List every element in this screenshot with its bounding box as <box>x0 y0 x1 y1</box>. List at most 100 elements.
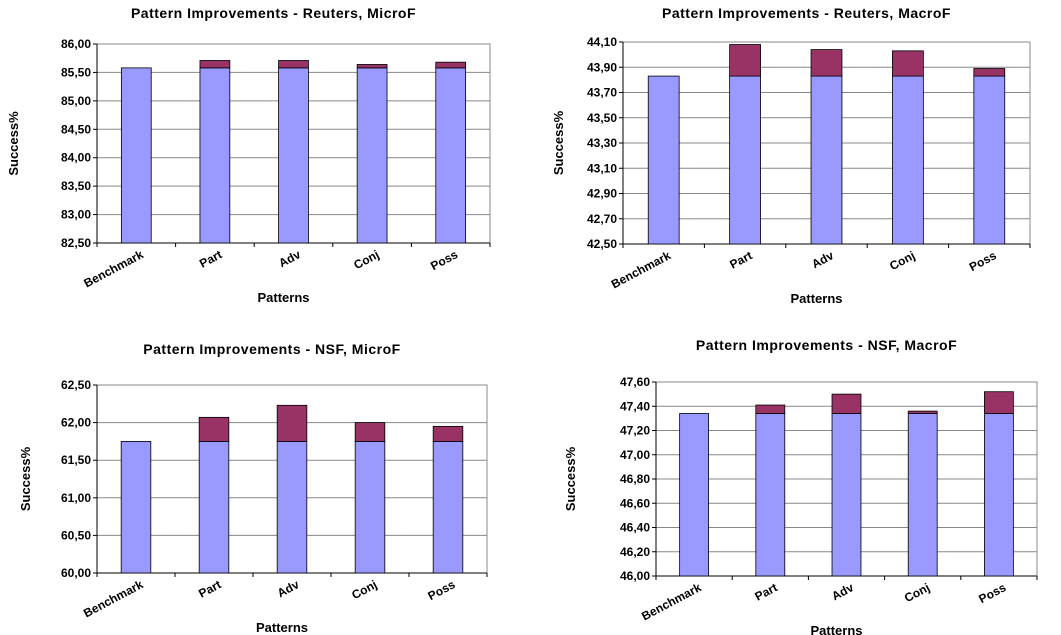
y-axis-title: Success% <box>6 111 21 176</box>
y-tick-label: 43,70 <box>587 86 617 100</box>
x-tick-label: Conj <box>349 577 379 602</box>
y-tick-label: 62,00 <box>61 416 91 430</box>
y-tick-label: 60,00 <box>61 566 91 580</box>
bar-segment <box>729 75 761 245</box>
x-tick-label: Part <box>197 247 224 270</box>
bar-segment <box>276 404 308 442</box>
y-tick-label: 62,50 <box>61 378 91 392</box>
x-tick-label: Poss <box>428 247 460 273</box>
x-tick-label: Adv <box>276 247 303 270</box>
x-tick-label: Conj <box>351 247 381 272</box>
y-tick-label: 46,00 <box>620 569 650 583</box>
x-tick-label: Part <box>753 580 780 603</box>
bar-segment <box>432 425 464 442</box>
y-axis-title: Success% <box>563 446 578 511</box>
x-tick-label: Part <box>196 577 223 600</box>
y-tick-label: 44,10 <box>587 35 617 49</box>
bar-segment <box>356 64 388 69</box>
y-tick-label: 84,50 <box>61 122 91 136</box>
y-tick-label: 82,50 <box>61 236 91 250</box>
y-tick-label: 61,00 <box>61 491 91 505</box>
x-axis-title: Patterns <box>810 623 862 635</box>
bar-segment <box>755 404 786 414</box>
y-tick-label: 46,60 <box>620 496 650 510</box>
bar-segment <box>973 68 1006 77</box>
bar-segment <box>831 393 862 414</box>
y-tick-label: 42,90 <box>587 187 617 201</box>
chart-title: Pattern Improvements - Reuters, MacroF <box>662 5 951 21</box>
bar-segment <box>432 440 464 574</box>
y-tick-label: 43,10 <box>587 161 617 175</box>
bar-segment <box>907 410 938 414</box>
bar-segment <box>907 413 938 577</box>
y-axis-title: Success% <box>551 110 566 175</box>
bar-segment <box>435 67 467 244</box>
y-tick-label: 46,20 <box>620 545 650 559</box>
x-tick-label: Poss <box>426 577 458 603</box>
x-axis-title: Patterns <box>790 291 842 306</box>
y-tick-label: 85,00 <box>61 94 91 108</box>
bar-segment <box>810 75 843 245</box>
y-tick-label: 83,50 <box>61 179 91 193</box>
bar-segment <box>356 67 388 244</box>
x-tick-label: Benchmark <box>81 577 146 620</box>
x-tick-label: Conj <box>902 580 932 605</box>
x-tick-label: Adv <box>829 580 856 603</box>
x-axis-title: Patterns <box>256 620 308 635</box>
y-tick-label: 42,70 <box>587 212 617 226</box>
y-tick-label: 86,00 <box>61 37 91 51</box>
bar-segment <box>120 67 152 244</box>
y-tick-label: 43,50 <box>587 111 617 125</box>
chart-title: Pattern Improvements - NSF, MacroF <box>696 337 957 353</box>
bar-segment <box>278 67 309 244</box>
x-tick-label: Benchmark <box>639 580 704 623</box>
bar-segment <box>984 413 1014 577</box>
x-tick-label: Conj <box>887 248 917 273</box>
y-tick-label: 42,50 <box>587 237 617 251</box>
y-tick-label: 85,50 <box>61 65 91 79</box>
bar-segment <box>198 416 230 442</box>
bar-segment <box>810 49 843 77</box>
y-tick-label: 47,00 <box>620 448 650 462</box>
y-tick-label: 60,50 <box>61 528 91 542</box>
bar-segment <box>276 440 308 574</box>
y-tick-label: 43,30 <box>587 136 617 150</box>
chart-title: Pattern Improvements - NSF, MicroF <box>143 341 400 357</box>
bar-segment <box>973 75 1006 245</box>
bar-segment <box>354 440 386 574</box>
bar-segment <box>198 440 230 574</box>
bar-segment <box>199 60 231 69</box>
x-tick-label: Part <box>727 248 754 271</box>
bar-segment <box>892 50 924 77</box>
bar-segment <box>435 61 467 69</box>
bar-segment <box>892 75 924 245</box>
x-tick-label: Benchmark <box>81 247 146 290</box>
bar-segment <box>120 440 152 574</box>
y-tick-label: 47,20 <box>620 424 650 438</box>
bar-segment <box>679 413 709 577</box>
y-tick-label: 83,00 <box>61 208 91 222</box>
y-tick-label: 47,40 <box>620 399 650 413</box>
bar-segment <box>755 413 786 577</box>
bar-segment <box>984 391 1014 414</box>
x-tick-label: Poss <box>967 248 999 274</box>
x-axis-title: Patterns <box>257 290 309 305</box>
y-tick-label: 84,00 <box>61 151 91 165</box>
bar-segment <box>278 60 309 69</box>
bar-segment <box>831 413 862 577</box>
x-tick-label: Poss <box>976 580 1008 606</box>
x-tick-label: Adv <box>275 577 302 600</box>
bar-segment <box>199 67 231 244</box>
bar-segment <box>729 44 761 77</box>
x-tick-label: Benchmark <box>609 248 674 291</box>
y-axis-title: Success% <box>18 446 33 511</box>
chart-title: Pattern Improvements - Reuters, MicroF <box>131 5 416 21</box>
bar-segment <box>647 75 680 245</box>
y-tick-label: 46,80 <box>620 472 650 486</box>
y-tick-label: 46,40 <box>620 521 650 535</box>
y-tick-label: 47,60 <box>620 375 650 389</box>
y-tick-label: 61,50 <box>61 453 91 467</box>
bar-segment <box>354 422 386 442</box>
x-tick-label: Adv <box>809 248 836 271</box>
